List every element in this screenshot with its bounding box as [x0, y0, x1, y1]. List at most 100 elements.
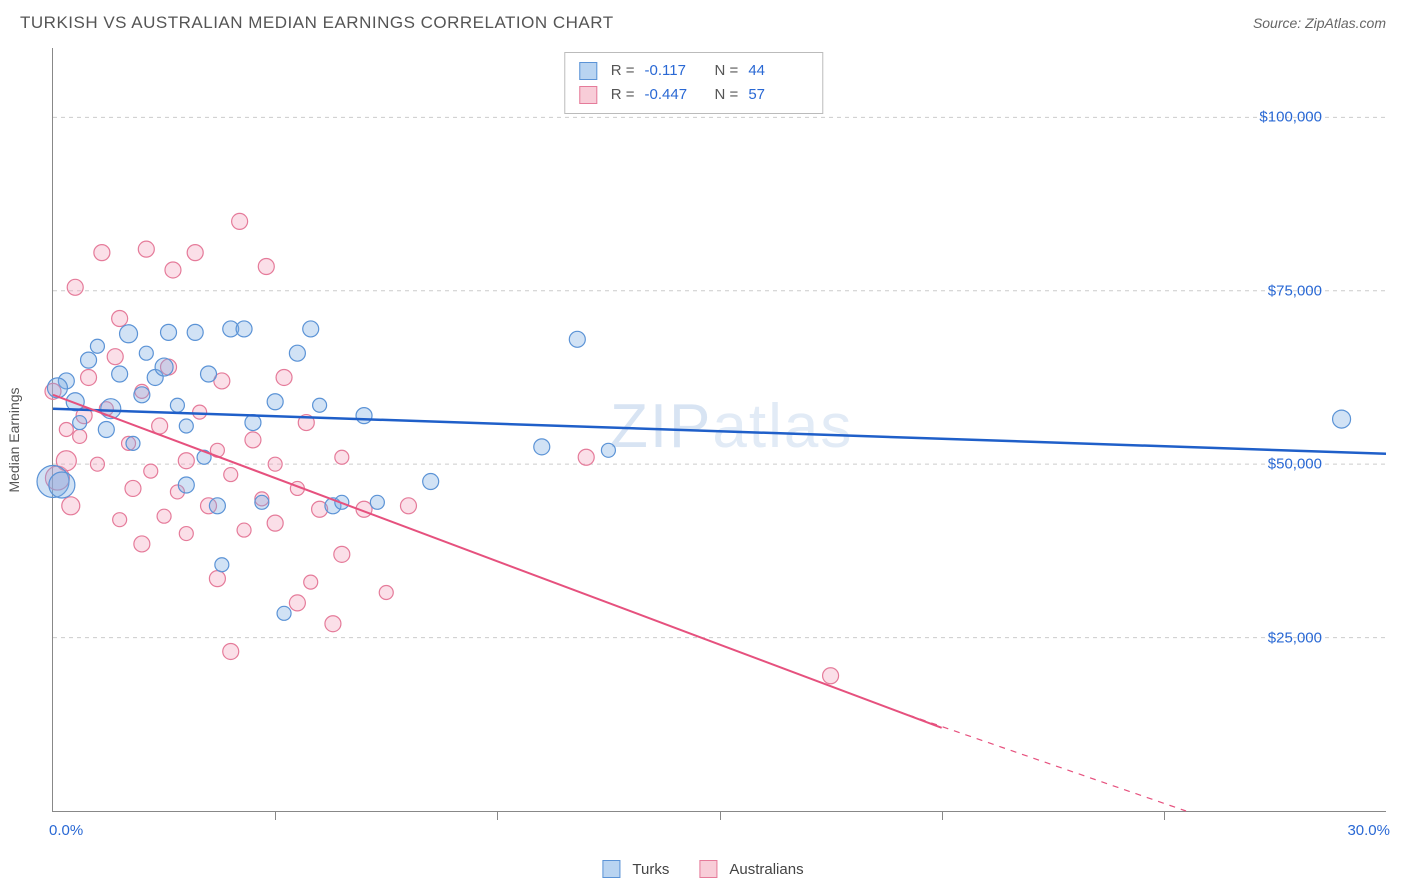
data-point — [98, 422, 114, 438]
data-point — [245, 432, 261, 448]
data-point — [125, 480, 141, 496]
x-tick — [942, 811, 943, 820]
data-point — [59, 423, 73, 437]
data-point — [289, 345, 305, 361]
data-point — [267, 394, 283, 410]
data-point — [112, 366, 128, 382]
y-tick-label: $100,000 — [1259, 109, 1322, 126]
regression-line-dashed — [897, 711, 1186, 811]
data-point — [370, 495, 384, 509]
data-point — [47, 378, 67, 398]
data-point — [126, 436, 140, 450]
legend-swatch-australians — [699, 860, 717, 878]
data-point — [209, 498, 225, 514]
data-point — [157, 509, 171, 523]
x-axis-min-label: 0.0% — [49, 822, 83, 839]
data-point — [276, 369, 292, 385]
legend-item-australians: Australians — [699, 860, 803, 878]
data-point — [81, 369, 97, 385]
data-point — [178, 477, 194, 493]
data-point — [569, 331, 585, 347]
y-tick-label: $25,000 — [1268, 629, 1322, 646]
data-point — [134, 536, 150, 552]
data-point — [304, 575, 318, 589]
y-tick-label: $50,000 — [1268, 456, 1322, 473]
data-point — [81, 352, 97, 368]
data-point — [303, 321, 319, 337]
plot-area: ZIPatlas R = -0.117 N = 44 R = -0.447 N … — [52, 48, 1386, 812]
header: TURKISH VS AUSTRALIAN MEDIAN EARNINGS CO… — [0, 0, 1406, 40]
data-point — [255, 495, 269, 509]
data-point — [258, 258, 274, 274]
data-point — [601, 443, 615, 457]
data-point — [534, 439, 550, 455]
data-point — [73, 429, 87, 443]
data-point — [120, 325, 138, 343]
x-tick — [275, 811, 276, 820]
data-point — [73, 416, 87, 430]
data-point — [155, 358, 173, 376]
legend-item-turks: Turks — [602, 860, 669, 878]
data-point — [823, 668, 839, 684]
data-point — [113, 513, 127, 527]
data-point — [139, 346, 153, 360]
chart-area: Median Earnings ZIPatlas R = -0.117 N = … — [20, 48, 1386, 832]
data-point — [223, 643, 239, 659]
plot-svg — [53, 48, 1386, 811]
data-point — [179, 527, 193, 541]
x-tick — [497, 811, 498, 820]
data-point — [423, 474, 439, 490]
data-point — [356, 408, 372, 424]
legend-label-aus: Australians — [729, 861, 803, 878]
y-tick-label: $75,000 — [1268, 282, 1322, 299]
data-point — [232, 213, 248, 229]
data-point — [187, 324, 203, 340]
data-point — [1333, 410, 1351, 428]
data-point — [325, 616, 341, 632]
data-point — [245, 415, 261, 431]
data-point — [107, 349, 123, 365]
data-point — [379, 586, 393, 600]
data-point — [267, 515, 283, 531]
source-name: ZipAtlas.com — [1305, 15, 1386, 31]
data-point — [289, 595, 305, 611]
data-point — [49, 472, 75, 498]
chart-container: TURKISH VS AUSTRALIAN MEDIAN EARNINGS CO… — [0, 0, 1406, 892]
data-point — [215, 558, 229, 572]
data-point — [67, 279, 83, 295]
data-point — [268, 457, 282, 471]
data-point — [335, 450, 349, 464]
chart-title: TURKISH VS AUSTRALIAN MEDIAN EARNINGS CO… — [20, 13, 614, 33]
data-point — [161, 324, 177, 340]
x-tick — [720, 811, 721, 820]
x-axis-max-label: 30.0% — [1347, 822, 1390, 839]
data-point — [134, 387, 150, 403]
regression-line — [53, 395, 942, 728]
data-point — [313, 398, 327, 412]
data-point — [170, 398, 184, 412]
source-attribution: Source: ZipAtlas.com — [1253, 15, 1386, 31]
data-point — [237, 523, 251, 537]
data-point — [236, 321, 252, 337]
data-point — [578, 449, 594, 465]
data-point — [138, 241, 154, 257]
data-point — [62, 497, 80, 515]
data-point — [112, 311, 128, 327]
data-point — [90, 339, 104, 353]
legend-swatch-turks — [602, 860, 620, 878]
bottom-legend: Turks Australians — [602, 860, 803, 878]
data-point — [187, 245, 203, 261]
data-point — [94, 245, 110, 261]
data-point — [90, 457, 104, 471]
data-point — [201, 366, 217, 382]
data-point — [193, 405, 207, 419]
legend-label-turks: Turks — [632, 861, 669, 878]
data-point — [144, 464, 158, 478]
source-prefix: Source: — [1253, 15, 1301, 31]
data-point — [179, 419, 193, 433]
data-point — [209, 571, 225, 587]
data-point — [277, 606, 291, 620]
data-point — [178, 453, 194, 469]
data-point — [400, 498, 416, 514]
data-point — [165, 262, 181, 278]
